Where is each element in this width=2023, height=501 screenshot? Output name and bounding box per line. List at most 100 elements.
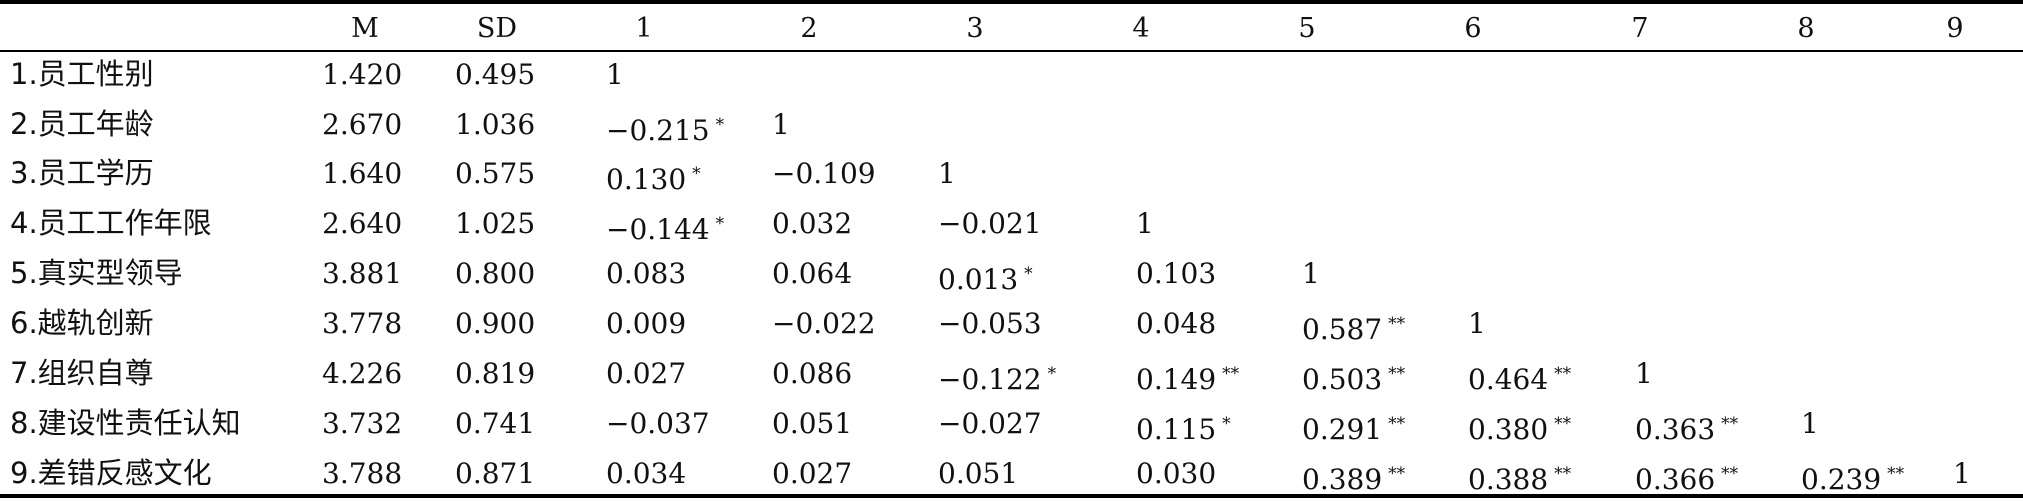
- correlation-cell: 0.239 **: [1801, 457, 1904, 497]
- mean-value: 4.226: [322, 357, 403, 390]
- significance-mark: **: [1388, 464, 1406, 484]
- correlation-value: −0.215: [606, 114, 710, 147]
- column-header: 3: [966, 13, 984, 44]
- column-header: 1: [635, 13, 653, 44]
- sd-value: 0.871: [455, 457, 536, 490]
- correlation-cell: 0.388 **: [1468, 457, 1571, 497]
- row-label: 5.真实型领导: [10, 256, 183, 290]
- correlation-cell: 0.115 *: [1136, 407, 1231, 447]
- correlation-cell: 0.130 *: [606, 157, 701, 197]
- correlation-value: 0.009: [606, 307, 687, 340]
- correlation-value: 0.380: [1468, 413, 1549, 446]
- correlation-cell: 0.048: [1136, 307, 1216, 341]
- correlation-value: 0.064: [772, 257, 853, 290]
- correlation-value: 0.587: [1302, 313, 1383, 346]
- correlation-value: 0.027: [772, 457, 853, 490]
- correlation-value: 1: [1635, 357, 1653, 390]
- significance-mark: *: [1024, 264, 1033, 284]
- correlation-cell: 0.366 **: [1635, 457, 1738, 497]
- sd-value: 0.575: [455, 157, 536, 190]
- correlation-value: 1: [1953, 457, 1971, 490]
- correlation-cell: 0.389 **: [1302, 457, 1405, 497]
- correlation-cell: 0.363 **: [1635, 407, 1738, 447]
- correlation-value: 0.103: [1136, 257, 1217, 290]
- correlation-cell: 0.503 **: [1302, 357, 1405, 397]
- mean-value: 2.640: [322, 207, 403, 240]
- table-top-rule: [0, 0, 2023, 4]
- correlation-cell: 1: [1635, 357, 1653, 391]
- row-label: 1.员工性别: [10, 57, 154, 91]
- sd-value: 0.819: [455, 357, 536, 390]
- correlation-value: 1: [1801, 407, 1819, 440]
- correlation-value: 0.115: [1136, 413, 1217, 446]
- correlation-value: 0.034: [606, 457, 687, 490]
- column-header: 2: [800, 13, 818, 44]
- mean-value: 2.670: [322, 108, 403, 141]
- correlation-cell: 0.103: [1136, 257, 1216, 291]
- column-header: SD: [476, 13, 518, 44]
- correlation-value: 0.027: [606, 357, 687, 390]
- correlation-cell: 0.013 *: [938, 257, 1033, 297]
- correlation-value: 0.149: [1136, 363, 1217, 396]
- row-label: 6.越轨创新: [10, 306, 154, 340]
- correlation-cell: 1: [1136, 207, 1154, 241]
- correlation-cell: −0.022: [772, 307, 876, 341]
- significance-mark: **: [1388, 314, 1406, 334]
- mean-value: 3.732: [322, 407, 403, 440]
- significance-mark: *: [692, 164, 701, 184]
- correlation-cell: −0.037: [606, 407, 710, 441]
- correlation-cell: −0.215 *: [606, 108, 724, 148]
- sd-value: 0.800: [455, 257, 536, 290]
- column-header: 4: [1132, 13, 1150, 44]
- correlation-value: 1: [1468, 307, 1486, 340]
- correlation-cell: −0.122 *: [938, 357, 1056, 397]
- correlation-value: 0.013: [938, 263, 1019, 296]
- correlation-value: −0.144: [606, 213, 710, 246]
- correlation-cell: 0.291 **: [1302, 407, 1405, 447]
- correlation-value: −0.053: [938, 307, 1042, 340]
- correlation-value: 0.366: [1635, 463, 1716, 496]
- correlation-value: 0.083: [606, 257, 687, 290]
- correlation-value: 0.051: [772, 407, 853, 440]
- row-label: 3.员工学历: [10, 156, 154, 190]
- correlation-cell: −0.027: [938, 407, 1042, 441]
- correlation-cell: 1: [1468, 307, 1486, 341]
- correlation-cell: 1: [606, 58, 624, 92]
- column-header: 6: [1464, 13, 1482, 44]
- correlation-value: −0.109: [772, 157, 876, 190]
- correlation-value: −0.027: [938, 407, 1042, 440]
- correlation-cell: 0.027: [772, 457, 852, 491]
- sd-value: 1.025: [455, 207, 536, 240]
- correlation-cell: −0.109: [772, 157, 876, 191]
- correlation-cell: 1: [772, 108, 790, 142]
- correlation-cell: 1: [1801, 407, 1819, 441]
- mean-value: 3.881: [322, 257, 403, 290]
- correlation-cell: −0.053: [938, 307, 1042, 341]
- correlation-value: 1: [1302, 257, 1320, 290]
- correlation-value: 1: [772, 108, 790, 141]
- significance-mark: *: [1047, 364, 1057, 384]
- column-header: 7: [1631, 13, 1649, 44]
- sd-value: 0.495: [455, 58, 536, 91]
- row-label: 8.建设性责任认知: [10, 406, 241, 440]
- correlation-cell: −0.021: [938, 207, 1042, 241]
- significance-mark: **: [1721, 464, 1739, 484]
- correlation-value: 0.048: [1136, 307, 1217, 340]
- correlation-cell: 0.009: [606, 307, 686, 341]
- correlation-value: −0.022: [772, 307, 876, 340]
- significance-mark: *: [715, 214, 725, 234]
- row-label: 9.差错反感文化: [10, 456, 212, 490]
- sd-value: 1.036: [455, 108, 536, 141]
- correlation-value: 0.388: [1468, 463, 1549, 496]
- significance-mark: **: [1554, 364, 1572, 384]
- significance-mark: **: [1721, 414, 1739, 434]
- column-header: 8: [1797, 13, 1815, 44]
- table-bottom-rule: [0, 494, 2023, 498]
- column-header: 9: [1946, 13, 1964, 44]
- significance-mark: *: [715, 115, 725, 135]
- correlation-cell: 1: [938, 157, 956, 191]
- row-label: 4.员工工作年限: [10, 206, 212, 240]
- correlation-cell: −0.144 *: [606, 207, 724, 247]
- correlation-cell: 0.464 **: [1468, 357, 1571, 397]
- correlation-cell: 0.027: [606, 357, 686, 391]
